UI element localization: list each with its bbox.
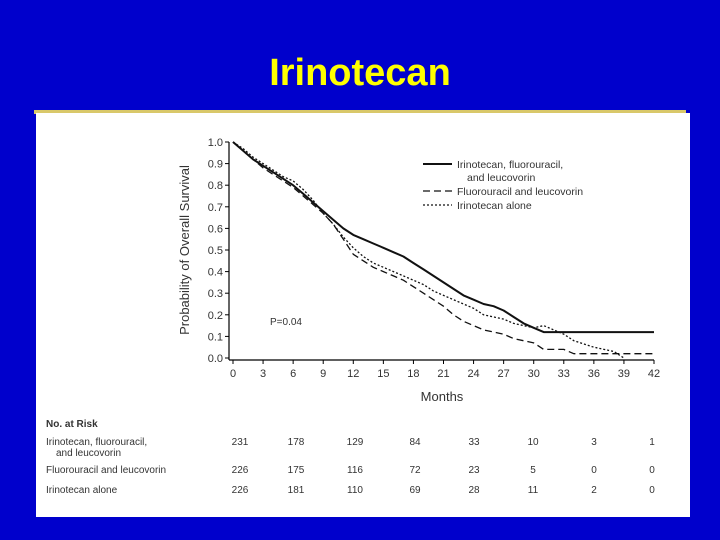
risk-cell: 84: [409, 437, 421, 448]
risk-cell: 72: [409, 465, 421, 476]
x-tick-label: 12: [347, 368, 359, 380]
risk-cell: 3: [591, 437, 597, 448]
risk-row-label: Fluorouracil and leucovorin: [46, 465, 166, 476]
slide-title: Irinotecan: [269, 52, 451, 94]
y-tick-label: 0.6: [208, 223, 223, 235]
series-line-3: [232, 141, 625, 359]
y-tick-label: 0.3: [208, 288, 223, 300]
y-axis-label: Probability of Overall Survival: [177, 165, 192, 335]
y-tick-label: 1.0: [208, 137, 223, 149]
x-axis-label: Months: [421, 389, 464, 404]
x-tick-label: 3: [260, 368, 266, 380]
y-tick-label: 0.8: [208, 180, 223, 192]
x-tick-label: 21: [437, 368, 449, 380]
risk-row-label: Irinotecan, fluorouracil,: [46, 437, 147, 448]
risk-cell: 2: [591, 485, 597, 496]
risk-cell: 33: [468, 437, 480, 448]
risk-cell: 231: [232, 437, 249, 448]
chart-panel: 0.0 0.1 0.2 0.3 0.4 0.5 0.6 0.7 0.8 0.9 1.0 0 3 6 9 12 1…: [36, 113, 690, 517]
y-tick-label: 0.4: [208, 267, 223, 279]
x-tick-label: 42: [648, 368, 660, 380]
x-tick-label: 30: [528, 368, 540, 380]
legend-label-1: and leucovorin: [467, 172, 535, 184]
x-tick-label: 15: [377, 368, 389, 380]
y-tick-label: 0.7: [208, 202, 223, 214]
risk-cell: 0: [591, 465, 597, 476]
x-tick-label: 18: [407, 368, 419, 380]
risk-cell: 226: [232, 485, 249, 496]
legend-label-2: Fluorouracil and leucovorin: [457, 186, 583, 198]
legend-label-3: Irinotecan alone: [457, 200, 532, 212]
legend-label-1: Irinotecan, fluorouracil,: [457, 159, 563, 171]
risk-table-title: No. at Risk: [46, 419, 98, 430]
x-tick-label: 24: [467, 368, 479, 380]
x-tick-label: 6: [290, 368, 296, 380]
risk-cell: 69: [409, 485, 421, 496]
x-tick-label: 36: [588, 368, 600, 380]
y-tick-label: 0.5: [208, 245, 223, 257]
risk-cell: 5: [530, 465, 536, 476]
risk-cell: 175: [288, 465, 305, 476]
risk-row-label: Irinotecan alone: [46, 485, 118, 496]
x-tick-label: 27: [498, 368, 510, 380]
title-underline: [34, 110, 686, 114]
risk-cell: 0: [649, 485, 655, 496]
risk-row-label: and leucovorin: [56, 448, 121, 459]
risk-cell: 0: [649, 465, 655, 476]
series-line-1: [232, 141, 654, 334]
y-tick-label: 0.9: [208, 159, 223, 171]
risk-cell: 181: [288, 485, 305, 496]
risk-cell: 110: [347, 485, 363, 496]
y-tick-label: 0.2: [208, 310, 223, 322]
risk-cell: 28: [468, 485, 480, 496]
x-tick-label: 9: [320, 368, 326, 380]
risk-cell: 129: [347, 437, 364, 448]
x-tick-label: 0: [230, 368, 236, 380]
series-line-2: [232, 141, 654, 355]
risk-cell: 10: [527, 437, 539, 448]
p-value-annotation: P=0.04: [270, 317, 302, 328]
survival-chart: 0.00.10.20.30.40.50.60.70.80.91.00 3 6 9 12 1…: [46, 137, 660, 496]
risk-cell: 11: [528, 485, 539, 496]
risk-cell: 226: [232, 465, 249, 476]
risk-cell: 1: [649, 437, 655, 448]
risk-cell: 178: [288, 437, 305, 448]
x-tick-label: 39: [618, 368, 630, 380]
x-tick-label: 33: [558, 368, 570, 380]
y-tick-label: 0.1: [208, 331, 223, 343]
risk-cell: 23: [468, 465, 480, 476]
risk-cell: 116: [347, 465, 363, 476]
y-tick-label: 0.0: [208, 353, 223, 365]
